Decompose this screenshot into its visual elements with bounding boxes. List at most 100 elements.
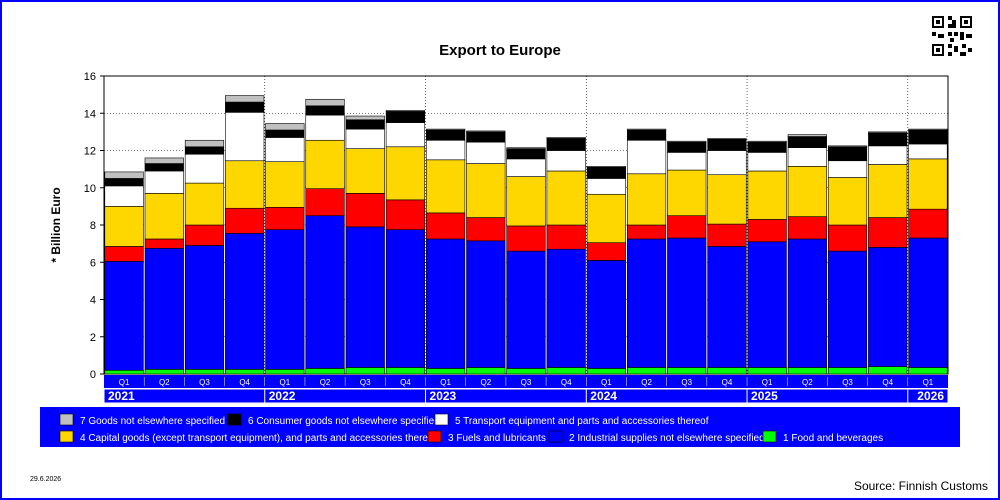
bar-segment-series-3-q5: [305, 188, 345, 216]
y-tick-label: 10: [84, 183, 96, 195]
bar-segment-series-2-q13: [626, 238, 667, 368]
bar-segment-series-4-q13: [626, 173, 667, 226]
bar-segment-series-3-q8: [426, 212, 466, 240]
bar-segment-series-4-q4: [265, 161, 305, 208]
qr-code-icon[interactable]: [930, 14, 974, 58]
legend-swatch-series-7: [59, 413, 74, 426]
chart-title: Export to Europe: [439, 42, 561, 59]
bar-segment-series-2-q4: [265, 229, 305, 370]
bar-segment-series-7-q2: [184, 139, 225, 148]
bar-segment-series-1-q16: [747, 367, 787, 375]
bar-segment-series-1-q5: [305, 368, 345, 375]
bar-segment-series-7-q16: [747, 140, 787, 143]
bar-segment-series-7-q3: [225, 95, 265, 103]
bar-segment-series-7-q19: [868, 131, 908, 134]
bar-segment-series-3-q0: [104, 246, 144, 262]
x-tick-label: Q1: [923, 378, 934, 387]
bar-segment-series-6-q0: [104, 178, 144, 187]
bar-segment-series-2-q6: [345, 226, 385, 368]
bar-segment-series-5-q17: [787, 147, 827, 167]
bar-segment-series-6-q14: [667, 141, 707, 153]
bar-segment-series-6-q7: [385, 111, 426, 123]
bar-segment-series-4-q8: [426, 159, 466, 214]
bar-segment-series-2-q11: [546, 248, 586, 368]
x-tick-label: Q1: [762, 378, 773, 387]
y-tick-label: 0: [90, 369, 96, 381]
legend-entry-series-3: 3 Fuels and lubricants: [448, 433, 546, 444]
bar-segment-series-5-q13: [626, 139, 667, 175]
legend-swatch-series-6: [227, 413, 242, 426]
bar-segment-series-7-q6: [345, 115, 385, 121]
bar-segment-series-4-q10: [506, 176, 546, 227]
bar-segment-series-1-q8: [426, 368, 466, 375]
x-tick-label: Q3: [681, 378, 692, 387]
bar-segment-series-3-q3: [225, 207, 265, 234]
bar-segment-series-5-q18: [827, 160, 868, 178]
x-tick-label: Q2: [159, 378, 170, 387]
bar-segment-series-2-q2: [184, 245, 225, 370]
y-tick-label: 16: [84, 71, 96, 83]
bar-segment-series-6-q15: [707, 139, 747, 151]
bar-segment-series-5-q8: [426, 139, 466, 161]
bar-segment-series-1-q13: [626, 367, 667, 375]
bar-segment-series-1-q17: [787, 367, 827, 375]
x-tick-label: Q2: [320, 378, 331, 387]
x-tick-label: Q3: [199, 378, 210, 387]
bar-segment-series-1-q19: [868, 366, 908, 375]
bar-segment-series-1-q15: [707, 367, 747, 375]
bar-segment-series-1-q14: [667, 367, 707, 375]
bar-segment-series-2-q9: [466, 240, 506, 368]
bar-segment-series-3-q9: [466, 217, 506, 242]
bar-segment-series-5-q20: [908, 143, 948, 160]
bar-segment-series-7-q8: [426, 128, 466, 131]
bar-segment-series-2-q12: [586, 260, 626, 369]
bar-segment-series-4-q15: [707, 174, 747, 225]
bar-segment-series-4-q6: [345, 148, 385, 194]
bar-segment-series-5-q2: [184, 153, 225, 184]
y-tick-label: 8: [90, 220, 96, 232]
bar-segment-series-3-q12: [586, 242, 626, 261]
y-tick-label: 14: [84, 108, 96, 120]
y-tick-label: 2: [90, 332, 96, 344]
bar-segment-series-2-q19: [868, 247, 908, 367]
bar-segment-series-7-q1: [144, 157, 184, 164]
bar-segment-series-5-q7: [385, 122, 426, 148]
bar-segment-series-4-q7: [385, 146, 426, 201]
bar-segment-series-7-q11: [546, 137, 586, 139]
legend-swatch-series-5: [434, 413, 449, 426]
bar-segment-series-4-q17: [787, 166, 827, 217]
bar-segment-series-2-q1: [144, 247, 184, 370]
bar-segment-series-6-q2: [184, 146, 225, 155]
x-tick-label: Q4: [722, 378, 733, 387]
bar-segment-series-3-q1: [144, 238, 184, 249]
x-tick-label: Q1: [440, 378, 451, 387]
bar-segment-series-4-q0: [104, 206, 144, 247]
year-label: 2025: [751, 389, 778, 403]
bar-segment-series-7-q7: [385, 110, 426, 112]
y-tick-label: 12: [84, 146, 96, 158]
bar-segment-series-5-q10: [506, 158, 546, 177]
bar-segment-series-6-q19: [868, 132, 908, 147]
bar-segment-series-1-q10: [506, 368, 546, 375]
bar-segment-series-6-q11: [546, 138, 586, 151]
bar-segment-series-5-q14: [667, 152, 707, 171]
bar-segment-series-4-q18: [827, 177, 868, 226]
bar-segment-series-2-q3: [225, 233, 265, 370]
legend-swatch-series-3: [427, 430, 442, 443]
bar-segment-series-5-q19: [868, 145, 908, 165]
bar-segment-series-6-q13: [626, 129, 667, 141]
year-label: 2021: [108, 389, 135, 403]
bar-segment-series-7-q17: [787, 134, 827, 137]
x-tick-label: Q2: [802, 378, 813, 387]
legend: 7 Goods not elsewhere specified 6 Consume…: [40, 407, 960, 447]
bar-segment-series-4-q16: [747, 170, 787, 220]
bar-segment-series-2-q18: [827, 250, 868, 368]
footer-date: 29.6.2026: [30, 476, 61, 483]
bar-segment-series-4-q20: [908, 158, 948, 210]
bar-segment-series-4-q11: [546, 170, 586, 226]
bar-segment-series-4-q5: [305, 139, 345, 189]
bar-segment-series-5-q15: [707, 150, 747, 176]
legend-entry-series-1: 1 Food and beverages: [783, 433, 883, 444]
bar-segment-series-2-q20: [908, 237, 948, 368]
